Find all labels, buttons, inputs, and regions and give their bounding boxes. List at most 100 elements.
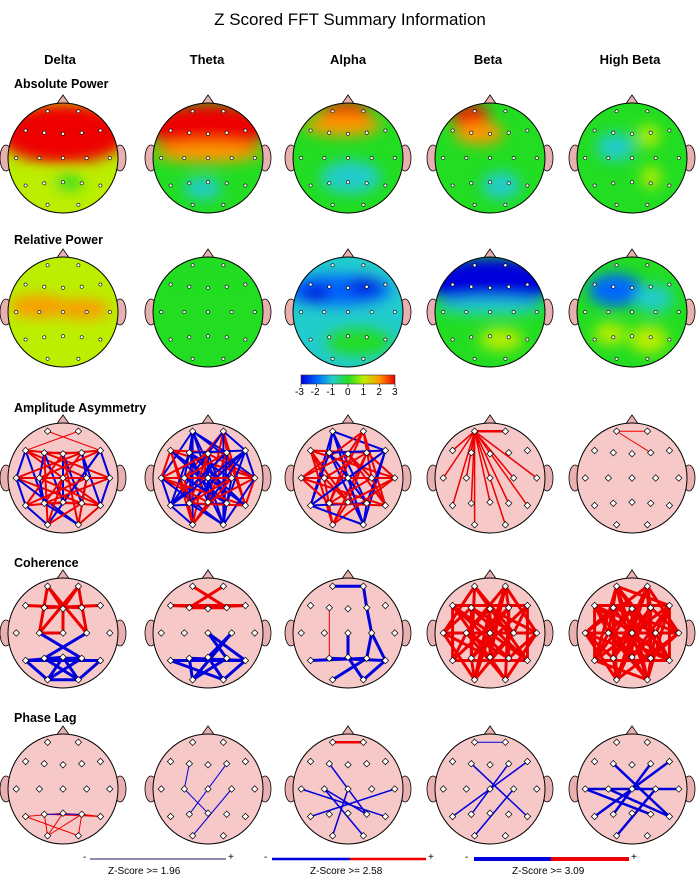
electrode [344, 761, 352, 769]
electrode [472, 202, 477, 207]
electrode [78, 499, 86, 507]
electrode [42, 181, 47, 186]
electrode [328, 521, 337, 529]
electrode [486, 629, 494, 637]
electrode [628, 761, 636, 769]
electrode [96, 812, 105, 821]
electrode [190, 202, 195, 207]
connection-lines [169, 584, 247, 682]
electrode [450, 183, 455, 188]
electrode [364, 335, 369, 340]
electrode [391, 629, 399, 637]
electrode [74, 582, 83, 590]
electrode [40, 449, 48, 457]
electrode [488, 334, 492, 339]
electrode [40, 760, 48, 768]
electrode [648, 130, 653, 135]
electrode [206, 334, 210, 339]
electrode [604, 474, 613, 482]
electrode [12, 785, 20, 793]
electrode [361, 202, 366, 207]
electrode [21, 757, 30, 766]
electrode [450, 337, 455, 342]
electrode [204, 474, 212, 482]
electrode [464, 310, 469, 314]
electrode [328, 676, 337, 684]
electrode [470, 521, 479, 529]
electrode [472, 109, 477, 114]
connection-lines [15, 430, 111, 526]
electrode [106, 474, 114, 482]
electrode [614, 263, 619, 268]
electrode [243, 183, 248, 188]
electrode [462, 629, 471, 637]
electrode [168, 337, 173, 342]
electrode [645, 109, 650, 114]
electrode [84, 156, 89, 160]
electrode [439, 785, 447, 793]
electrode [486, 785, 494, 793]
electrode [185, 654, 193, 662]
electrode [330, 356, 335, 361]
electrode [79, 335, 84, 340]
electrode [157, 474, 165, 482]
band-label-delta: Delta [44, 52, 76, 67]
head-outline [434, 102, 546, 214]
electrode [583, 310, 588, 314]
electrode [204, 605, 212, 613]
row-label-coherence: Coherence [14, 556, 79, 570]
electrode [74, 427, 83, 435]
electrode [665, 812, 674, 821]
electrode [78, 810, 86, 818]
electrode [23, 337, 28, 342]
electrode [647, 449, 655, 457]
electrode [630, 334, 634, 339]
electrode [361, 109, 366, 114]
electrode [241, 656, 250, 665]
electrode [43, 738, 52, 746]
electrode [251, 785, 259, 793]
electrode [367, 629, 376, 637]
electrode [609, 810, 617, 818]
electrode [243, 337, 248, 342]
electrode [509, 629, 518, 637]
electrode [614, 356, 619, 361]
electrode [363, 654, 371, 662]
head-map-absolute-power-high-beta [568, 94, 696, 214]
electrode [590, 601, 599, 610]
head-map-coherence-high-beta [568, 569, 696, 689]
electrode [221, 356, 226, 361]
electrode [299, 310, 304, 314]
electrode [252, 310, 257, 314]
electrode [61, 285, 65, 290]
electrode [363, 760, 371, 768]
page-title: Z Scored FFT Summary Information [214, 10, 486, 29]
electrode [647, 810, 655, 818]
electrode [486, 809, 494, 817]
colorbar [300, 374, 396, 385]
row-label-absolute-power: Absolute Power [14, 77, 109, 91]
electrode [369, 310, 374, 314]
electrode [381, 601, 390, 610]
electrode [59, 498, 67, 506]
electrode [630, 285, 634, 290]
electrode [523, 446, 532, 455]
electrode [74, 676, 83, 684]
head-outline [292, 102, 404, 214]
electrode [59, 629, 67, 637]
electrode [651, 629, 660, 637]
electrode [628, 629, 636, 637]
electrode [157, 629, 165, 637]
electrode [61, 131, 65, 136]
head-map-coherence-delta [0, 569, 127, 689]
electrode [675, 785, 683, 793]
electrode [82, 629, 91, 637]
connection-lines [300, 741, 396, 837]
electrode [12, 474, 20, 482]
electrode [98, 128, 103, 133]
electrode [511, 310, 516, 314]
electrode [467, 499, 475, 507]
electrode [78, 604, 86, 612]
electrode [523, 656, 532, 665]
electrode [243, 282, 248, 287]
